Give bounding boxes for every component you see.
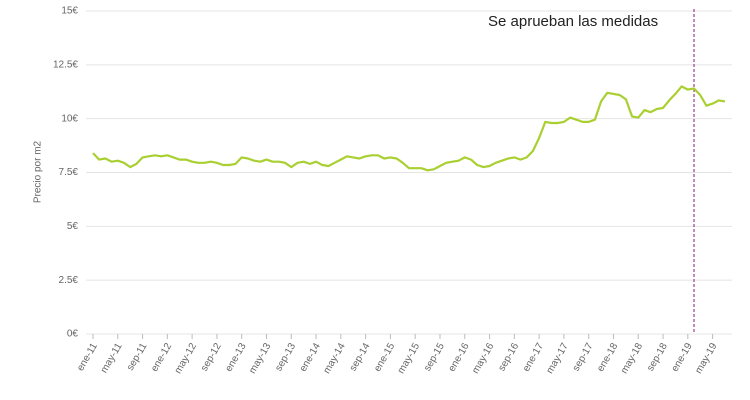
y-tick-label: 7.5€	[59, 167, 79, 178]
x-tick-label: sep-15	[422, 341, 447, 373]
x-tick-label: ene-15	[372, 341, 397, 374]
y-tick-label: 2.5€	[59, 275, 79, 286]
x-tick-label: may-19	[693, 341, 719, 376]
x-tick-label: may-15	[396, 341, 422, 376]
x-tick-label: ene-14	[298, 341, 323, 374]
x-tick-label: ene-17	[521, 341, 546, 374]
y-tick-label: 0€	[67, 329, 79, 340]
y-tick-label: 15€	[61, 6, 78, 17]
x-tick-label: sep-16	[496, 341, 521, 373]
y-tick-label: 10€	[61, 113, 78, 124]
x-tick-label: sep-14	[348, 341, 373, 373]
x-tick-label: ene-12	[149, 341, 174, 374]
x-tick-label: ene-16	[447, 341, 472, 374]
x-tick-label: sep-13	[273, 341, 298, 373]
x-tick-label: sep-17	[571, 341, 596, 373]
x-tick-label: ene-13	[223, 341, 248, 374]
x-tick-label: may-13	[247, 341, 273, 376]
x-tick-label: may-16	[470, 341, 496, 376]
annotation: Se aprueban las medidas	[488, 13, 658, 30]
y-axis-label: Precio por m2	[33, 140, 44, 203]
y-tick-label: 5€	[67, 221, 79, 232]
x-tick-label: sep-18	[645, 341, 670, 373]
x-tick-label: sep-11	[125, 341, 150, 373]
x-tick-label: may-14	[322, 341, 348, 376]
x-tick-label: may-12	[173, 341, 199, 376]
x-tick-label: may-11	[99, 341, 125, 375]
x-tick-label: may-18	[619, 341, 645, 376]
x-tick-label: may-17	[545, 341, 571, 376]
x-tick-label: ene-18	[595, 341, 620, 374]
y-tick-label: 12.5€	[53, 59, 78, 70]
x-tick-label: ene-19	[670, 341, 695, 374]
line	[92, 85, 726, 172]
x-tick-label: ene-11	[75, 341, 100, 373]
x-tick-label: sep-12	[199, 341, 224, 373]
